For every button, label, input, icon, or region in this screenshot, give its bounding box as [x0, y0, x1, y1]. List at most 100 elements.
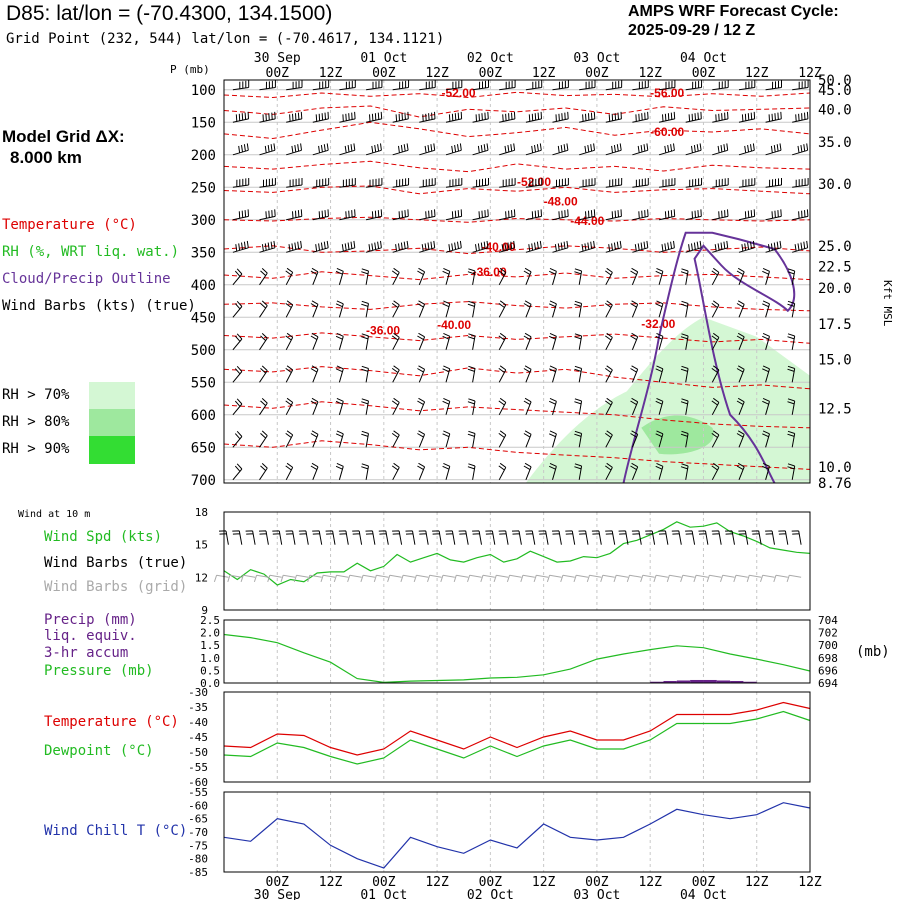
legend-wind-barbs-grid: Wind Barbs (grid) — [44, 579, 188, 595]
upper-air-wind-barb — [552, 209, 569, 221]
upper-air-wind-barb — [523, 430, 532, 448]
surface-grid-wind-barb — [773, 574, 788, 583]
temperature-tick-label: -55 — [188, 761, 208, 774]
precip-panel-frame — [223, 619, 811, 684]
temperature-contour — [223, 301, 811, 312]
upper-air-wind-barb — [391, 267, 400, 286]
windchill-tick-label: -60 — [188, 799, 208, 812]
upper-air-wind-barb — [419, 240, 436, 253]
surface-wind-barb — [591, 530, 602, 545]
upper-air-wind-barb — [787, 365, 796, 383]
upper-air-wind-barb — [711, 462, 720, 481]
upper-air-wind-barb — [680, 268, 689, 285]
upper-air-wind-barb — [259, 430, 268, 448]
upper-air-wind-barb — [630, 365, 639, 383]
surface-wind-barb — [392, 530, 403, 545]
upper-air-wind-barb — [417, 267, 426, 285]
temperature-contour-label: -40.00 — [481, 240, 515, 254]
temperature-contour-label: -56.00 — [650, 86, 684, 100]
upper-air-wind-barb — [286, 80, 303, 91]
upper-air-wind-barb — [312, 80, 330, 91]
upper-air-wind-barb — [232, 300, 243, 318]
surface-wind-barb — [245, 530, 256, 545]
kft-tick-label: 22.5 — [818, 260, 852, 276]
upper-air-wind-barb — [548, 430, 557, 448]
upper-air-wind-barb — [711, 397, 720, 416]
upper-air-wind-barb — [310, 365, 319, 383]
upper-air-wind-barb — [711, 300, 720, 318]
pressure-tick-label: 150 — [191, 115, 216, 131]
surface-grid-wind-barb — [413, 574, 429, 583]
surface-wind-barb — [631, 530, 642, 545]
upper-air-wind-barb — [680, 463, 689, 480]
upper-air-wind-barb — [762, 397, 770, 415]
upper-air-wind-barb — [765, 240, 782, 253]
surface-wind-barb — [472, 530, 482, 545]
upper-air-wind-barb — [232, 80, 250, 91]
surface-wind-barb — [352, 530, 363, 545]
forecast-cycle-label: AMPS WRF Forecast Cycle: — [628, 3, 839, 20]
surface-wind-barb — [485, 530, 496, 545]
model-grid-label: Model Grid ΔX: — [2, 127, 125, 146]
upper-air-wind-barb — [259, 398, 268, 416]
upper-air-wind-barb — [738, 80, 756, 91]
upper-air-wind-barb — [655, 397, 664, 415]
upper-air-wind-barb — [391, 462, 400, 481]
upper-air-wind-barb — [472, 240, 489, 253]
upper-air-wind-barb — [442, 365, 451, 383]
upper-air-wind-barb — [361, 300, 369, 318]
upper-air-wind-barb — [339, 111, 356, 123]
upper-air-wind-barb — [685, 111, 702, 123]
upper-air-wind-barb — [605, 300, 613, 318]
precip-bar — [703, 679, 717, 683]
model-grid-value: 8.000 km — [10, 148, 82, 167]
upper-air-wind-barb — [525, 240, 542, 253]
upper-air-wind-barb — [391, 300, 400, 318]
upper-air-wind-barb — [738, 143, 755, 156]
upper-air-wind-barb — [467, 268, 476, 285]
upper-air-wind-barb — [605, 111, 622, 123]
pressure-tick-label: 600 — [191, 408, 216, 424]
surface-grid-wind-barb — [760, 574, 775, 583]
upper-air-wind-barb — [232, 143, 249, 156]
upper-air-wind-barb — [259, 178, 276, 188]
upper-air-wind-barb — [680, 365, 689, 383]
surface-wind-barb — [711, 530, 722, 545]
rh80-swatch — [89, 409, 135, 436]
upper-air-wind-barb — [658, 209, 676, 221]
upper-air-wind-barb — [286, 143, 302, 156]
upper-air-wind-barb — [685, 240, 702, 253]
upper-air-wind-barb — [630, 300, 639, 318]
precip-tick-label: 2.0 — [200, 627, 220, 640]
wind10m-title: Wind at 10 m — [18, 509, 91, 520]
pressure-mb-tick-label: 700 — [818, 639, 838, 652]
surface-wind-barb — [551, 530, 562, 545]
windchill-line — [223, 802, 811, 869]
upper-air-wind-barb — [498, 332, 507, 351]
upper-air-wind-barb — [552, 111, 569, 123]
kft-tick-label: 50.0 — [818, 73, 852, 89]
upper-air-wind-barb — [525, 80, 543, 91]
upper-air-wind-barb — [472, 111, 489, 123]
legend-rh: RH (%, WRT liq. wat.) — [2, 244, 180, 260]
upper-air-wind-barb — [259, 463, 268, 481]
upper-air-wind-barb — [498, 397, 507, 416]
upper-air-wind-barb — [366, 80, 383, 91]
upper-air-wind-barb — [392, 80, 410, 91]
upper-air-wind-barb — [286, 240, 302, 253]
surface-grid-wind-barb — [666, 574, 682, 583]
upper-air-wind-barb — [391, 430, 400, 448]
legend-cloud-outline: Cloud/Precip Outline — [2, 271, 171, 287]
bottom-date-label: 04 Oct — [680, 888, 727, 900]
temperature-contour — [223, 121, 811, 140]
upper-air-wind-barb — [523, 365, 532, 383]
upper-air-wind-barb — [285, 300, 294, 318]
upper-air-wind-barb — [335, 365, 344, 383]
upper-air-wind-barb — [738, 240, 755, 253]
upper-air-wind-barb — [232, 365, 243, 383]
upper-air-wind-barb — [736, 430, 745, 448]
surface-wind-barb — [365, 530, 376, 545]
top-date-label: 01 Oct — [360, 51, 407, 66]
upper-air-wind-barb — [711, 365, 720, 383]
temperature-contour — [223, 440, 811, 470]
